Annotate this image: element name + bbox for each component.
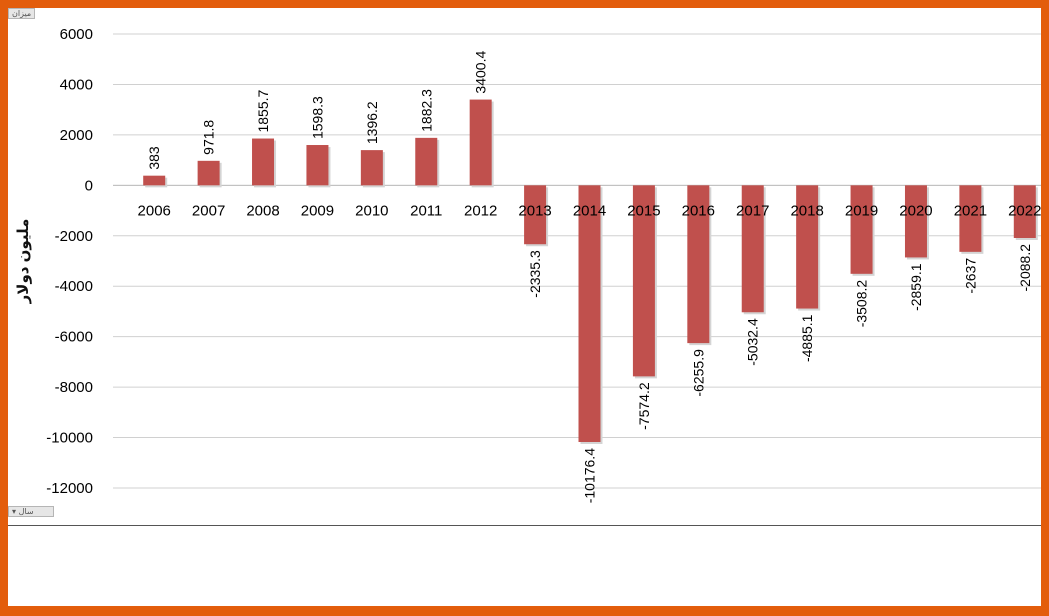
bar [850, 185, 873, 274]
bar [143, 175, 166, 186]
data-label: 1598.3 [309, 96, 325, 139]
y-axis-label: مليون دولار [15, 219, 32, 305]
x-tick-label: 2012 [464, 202, 497, 219]
y-tick-label: 2000 [60, 127, 93, 144]
bar [524, 185, 547, 245]
bar [632, 185, 655, 377]
data-label: 1855.7 [255, 89, 271, 132]
x-tick-label: 2010 [355, 202, 388, 219]
y-tick-label: -8000 [55, 379, 93, 396]
bar [959, 185, 982, 252]
bar [1013, 185, 1036, 239]
y-tick-label: -10000 [46, 430, 93, 447]
x-tick-label: 2009 [301, 202, 334, 219]
data-label: -10176.4 [582, 448, 598, 503]
y-tick-label: 0 [85, 177, 93, 194]
data-label: -2335.3 [527, 250, 543, 298]
dropdown-arrow-icon: ▾ [12, 507, 17, 516]
x-tick-label: 2017 [736, 202, 769, 219]
bar-chart: 6000 4000 2000 0 -2000 -4000 -6000 -8000 -10000 -… [15, 26, 1041, 503]
bar [578, 185, 601, 443]
x-tick-label: 2015 [627, 202, 660, 219]
data-label: 383 [146, 146, 162, 170]
x-tick-label: 2019 [845, 202, 878, 219]
x-tick-label: 2006 [138, 202, 171, 219]
x-tick-label: 2007 [192, 202, 225, 219]
x-tick-label: 2011 [410, 202, 442, 219]
data-label: -6255.9 [690, 349, 706, 397]
divider-line [8, 525, 1041, 526]
x-tick-label: 2020 [899, 202, 932, 219]
field-button-top[interactable]: ميزان [8, 8, 36, 19]
field-button-label: سال [18, 507, 34, 516]
bar [252, 138, 275, 186]
data-label: 1882.3 [418, 89, 434, 132]
x-tick-label: 2016 [682, 202, 715, 219]
data-label: -2859.1 [908, 263, 924, 311]
data-label: -2637 [962, 258, 978, 294]
data-label: -3508.2 [854, 280, 870, 328]
x-tick-label: 2022 [1008, 202, 1041, 219]
data-label: -7574.2 [636, 382, 652, 430]
bar [469, 99, 492, 186]
bar [360, 150, 383, 186]
x-tick-label: 2021 [954, 202, 987, 219]
bar [306, 145, 329, 186]
y-tick-label: -6000 [55, 329, 93, 346]
x-tick-label: 2014 [573, 202, 606, 219]
x-tick-label: 2018 [790, 202, 823, 219]
bar [415, 137, 438, 186]
bar [904, 185, 927, 258]
data-label: -5032.4 [745, 318, 761, 366]
data-label: 3400.4 [473, 51, 489, 94]
data-label: 971.8 [201, 120, 217, 155]
data-label: -4885.1 [799, 314, 815, 362]
data-label: -2088.2 [1017, 244, 1033, 292]
y-tick-label: -12000 [46, 480, 93, 497]
bar [796, 185, 819, 309]
data-label: 1396.2 [364, 101, 380, 144]
bar [197, 160, 220, 186]
x-tick-label: 2013 [518, 202, 551, 219]
y-tick-label: 6000 [60, 26, 93, 43]
y-tick-label: 4000 [60, 76, 93, 93]
y-tick-label: -2000 [55, 228, 93, 245]
chart-frame: ميزان 6000 4000 2000 0 -2000 -4000 -6000 -8000 -… [8, 8, 1041, 606]
field-button-bottom[interactable]: ▾ سال [8, 506, 54, 517]
bar [687, 185, 710, 344]
y-tick-label: -4000 [55, 278, 93, 295]
x-tick-label: 2008 [246, 202, 279, 219]
bar [741, 185, 764, 313]
